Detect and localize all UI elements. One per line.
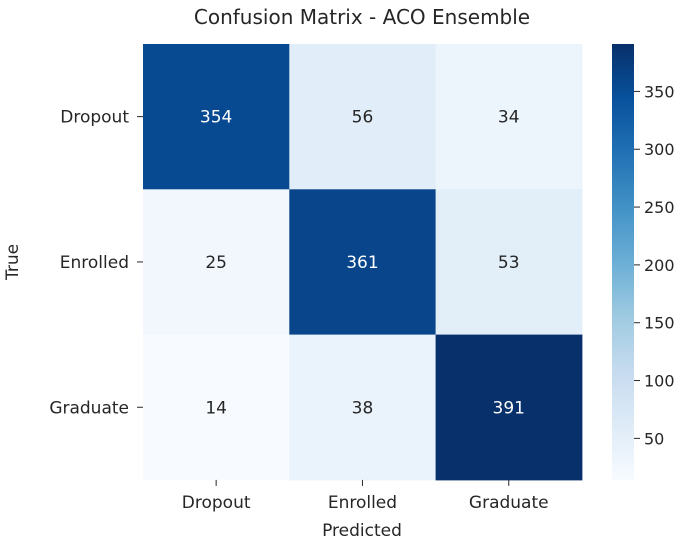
heatmap-cell xyxy=(143,189,290,336)
heatmap-cell xyxy=(289,334,437,481)
heatmap-cell xyxy=(289,44,437,190)
chart-title: Confusion Matrix - ACO Ensemble xyxy=(194,5,530,29)
x-tick-label: Dropout xyxy=(182,493,251,513)
heatmap-cell xyxy=(143,334,290,481)
colorbar-gradient xyxy=(612,44,634,480)
colorbar-tick-label: 250 xyxy=(644,198,675,217)
heatmap-cell xyxy=(435,334,583,481)
cell-value-label: 38 xyxy=(352,398,374,418)
colorbar-tick-label: 200 xyxy=(644,256,675,275)
y-tick-label: Graduate xyxy=(49,398,129,418)
cell-value-label: 56 xyxy=(352,108,374,128)
cell-value-label: 354 xyxy=(200,108,232,128)
cell-value-label: 25 xyxy=(205,253,227,273)
cell-value-label: 53 xyxy=(498,253,520,273)
cell-value-label: 361 xyxy=(346,253,378,273)
x-tick-label: Graduate xyxy=(469,493,549,513)
y-tick-label: Dropout xyxy=(60,108,129,128)
heatmap-cell xyxy=(435,44,583,190)
heatmap-cell xyxy=(435,189,583,336)
cell-value-label: 34 xyxy=(498,108,520,128)
colorbar-tick-label: 350 xyxy=(644,82,675,101)
y-tick-label: Enrolled xyxy=(60,253,129,273)
colorbar-tick-label: 150 xyxy=(644,314,675,333)
colorbar-tick-label: 100 xyxy=(644,372,675,391)
colorbar: 50 100 150 200 250 300 350 xyxy=(612,44,675,480)
heatmap-cell xyxy=(289,189,437,336)
colorbar-tick-label: 50 xyxy=(644,429,664,448)
x-tick-label: Enrolled xyxy=(328,493,397,513)
y-axis-label: True xyxy=(3,244,23,281)
colorbar-tick-label: 300 xyxy=(644,140,675,159)
cell-value-label: 14 xyxy=(205,398,227,418)
x-axis-label: Predicted xyxy=(322,521,402,541)
heatmap-cell xyxy=(143,44,290,190)
cell-value-label: 391 xyxy=(493,398,525,418)
